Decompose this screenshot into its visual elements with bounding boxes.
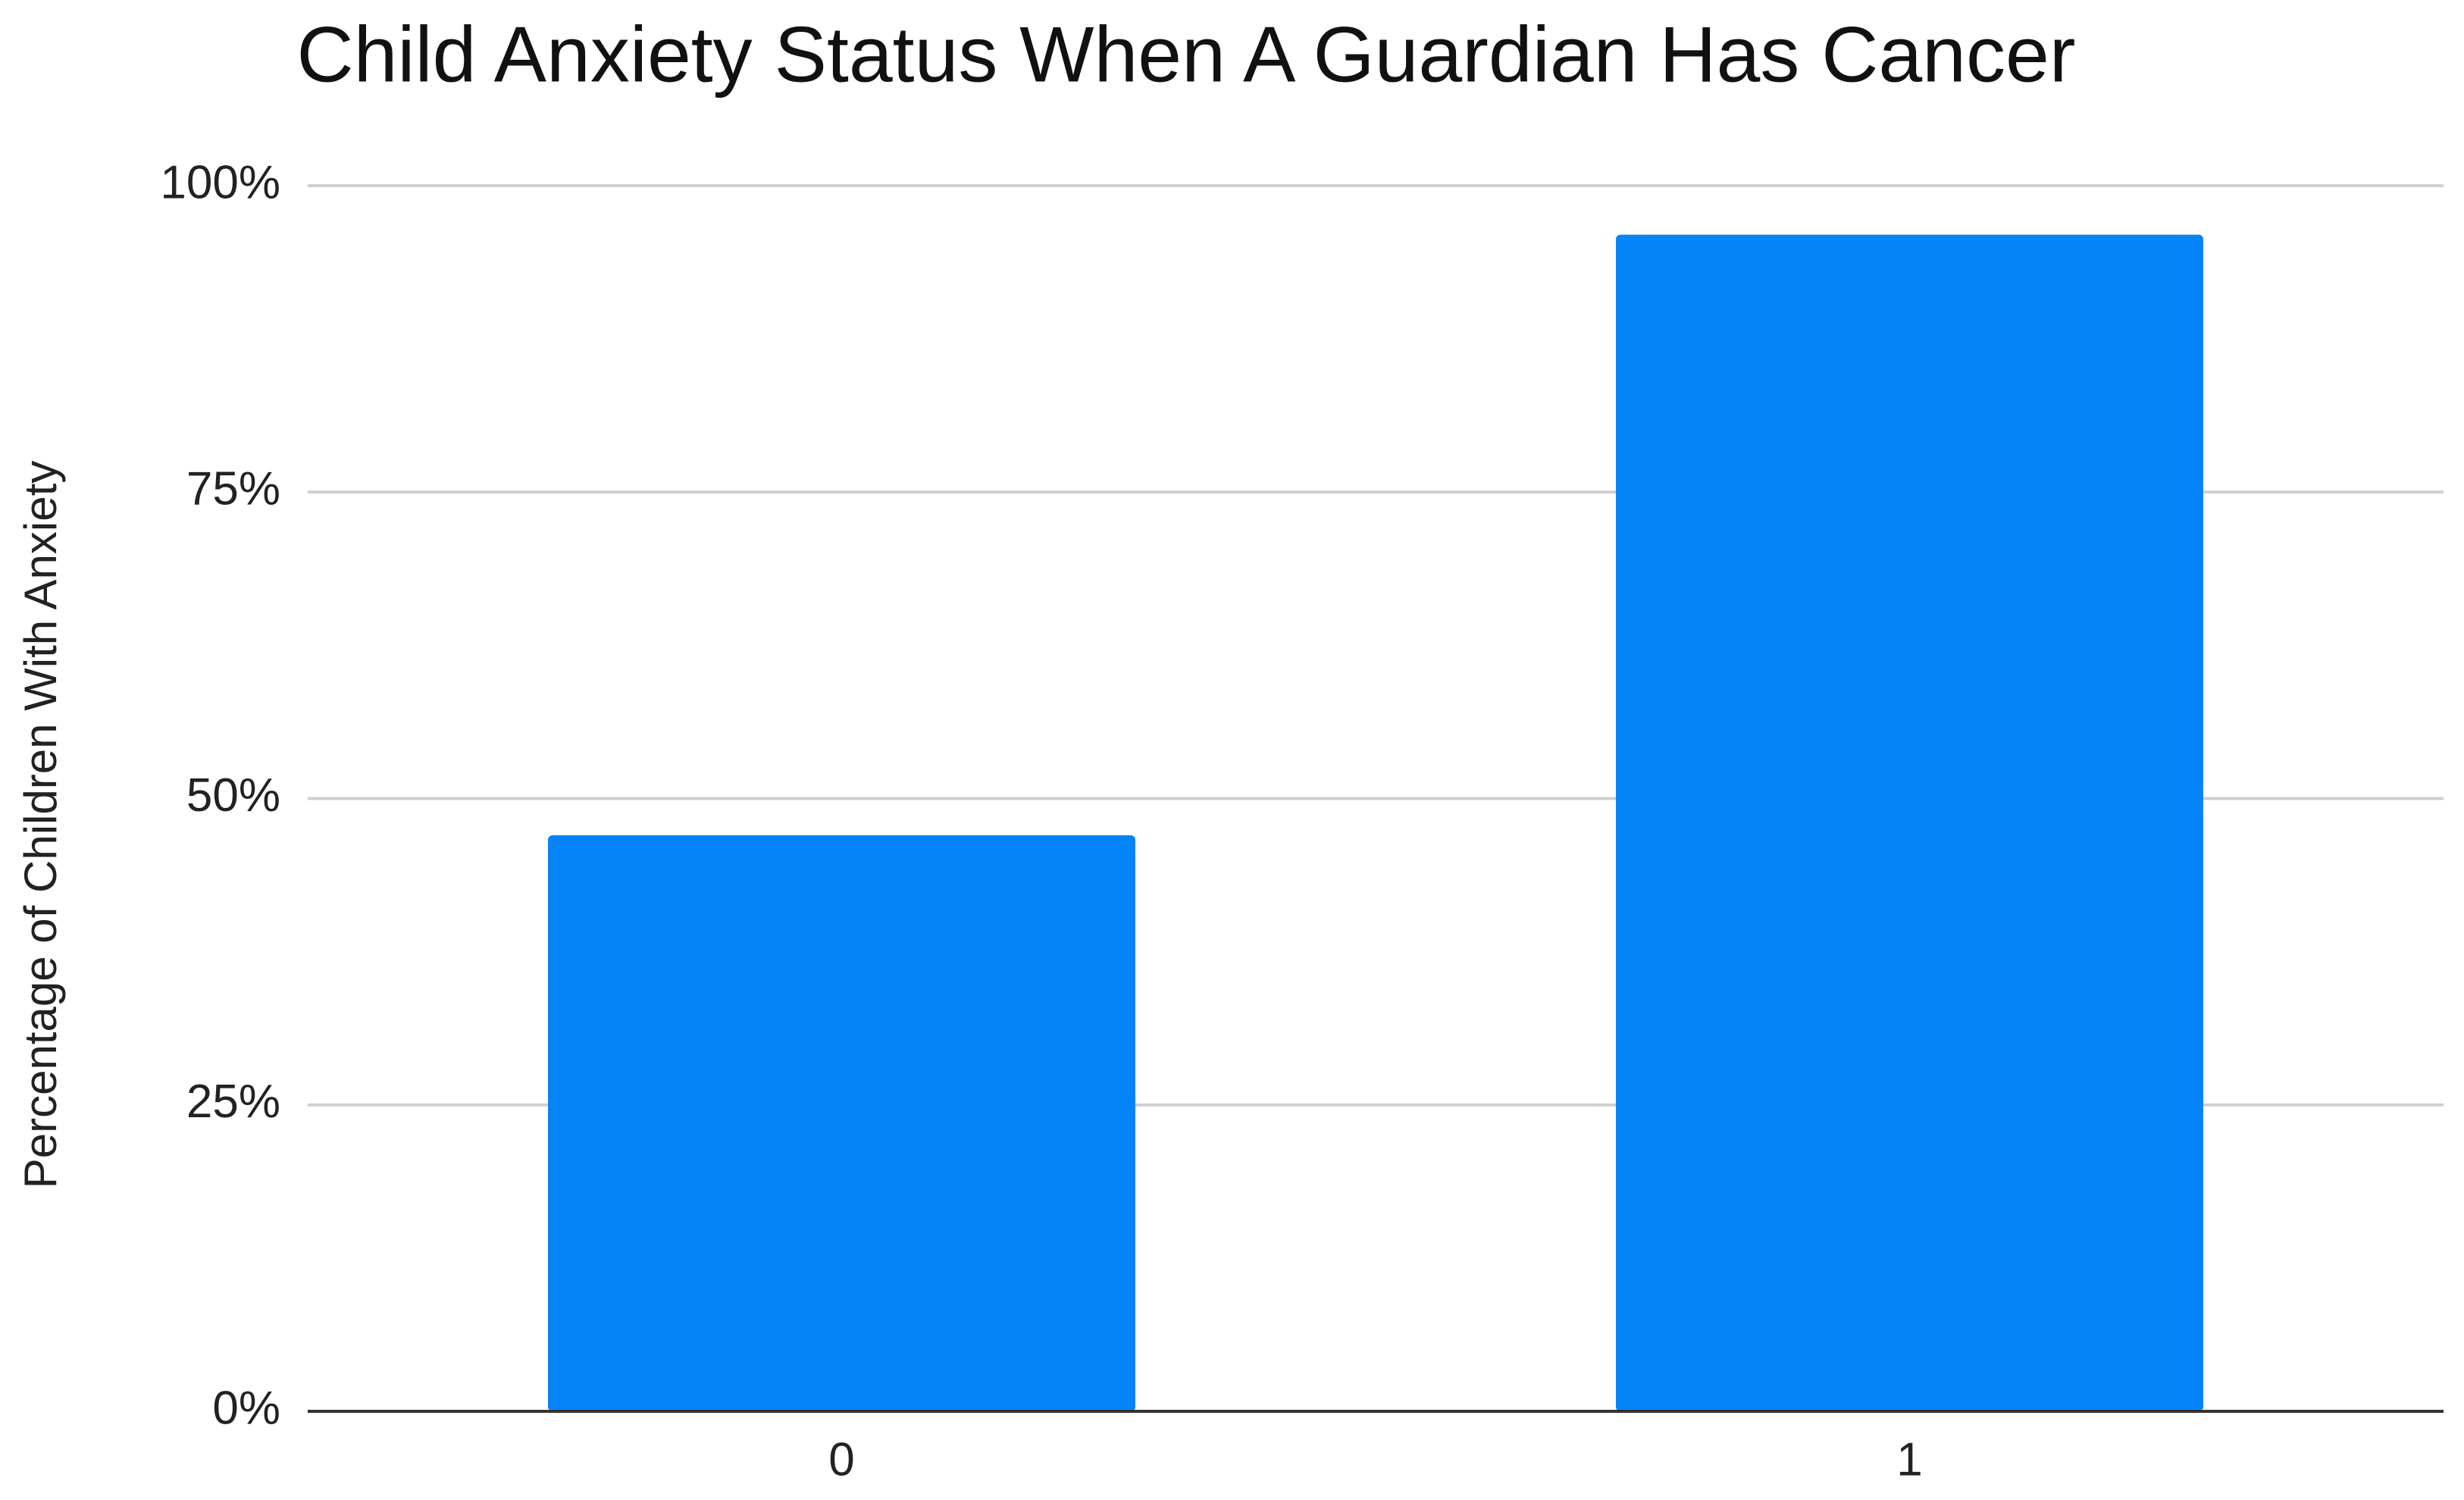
y-tick-label: 25%	[186, 1076, 280, 1128]
x-tick-label: 0	[828, 1433, 854, 1486]
y-tick-label: 0%	[212, 1382, 280, 1434]
bar	[548, 835, 1135, 1411]
y-tick-label: 75%	[186, 463, 280, 515]
y-tick-label: 100%	[160, 156, 280, 208]
x-tick-label: 1	[1896, 1433, 1922, 1486]
y-axis-label: Percentage of Children With Anxiety	[15, 461, 66, 1189]
chart-title: Child Anxiety Status When A Guardian Has…	[296, 11, 2075, 99]
y-tick-label: 50%	[186, 769, 280, 822]
bar	[1616, 234, 2203, 1412]
